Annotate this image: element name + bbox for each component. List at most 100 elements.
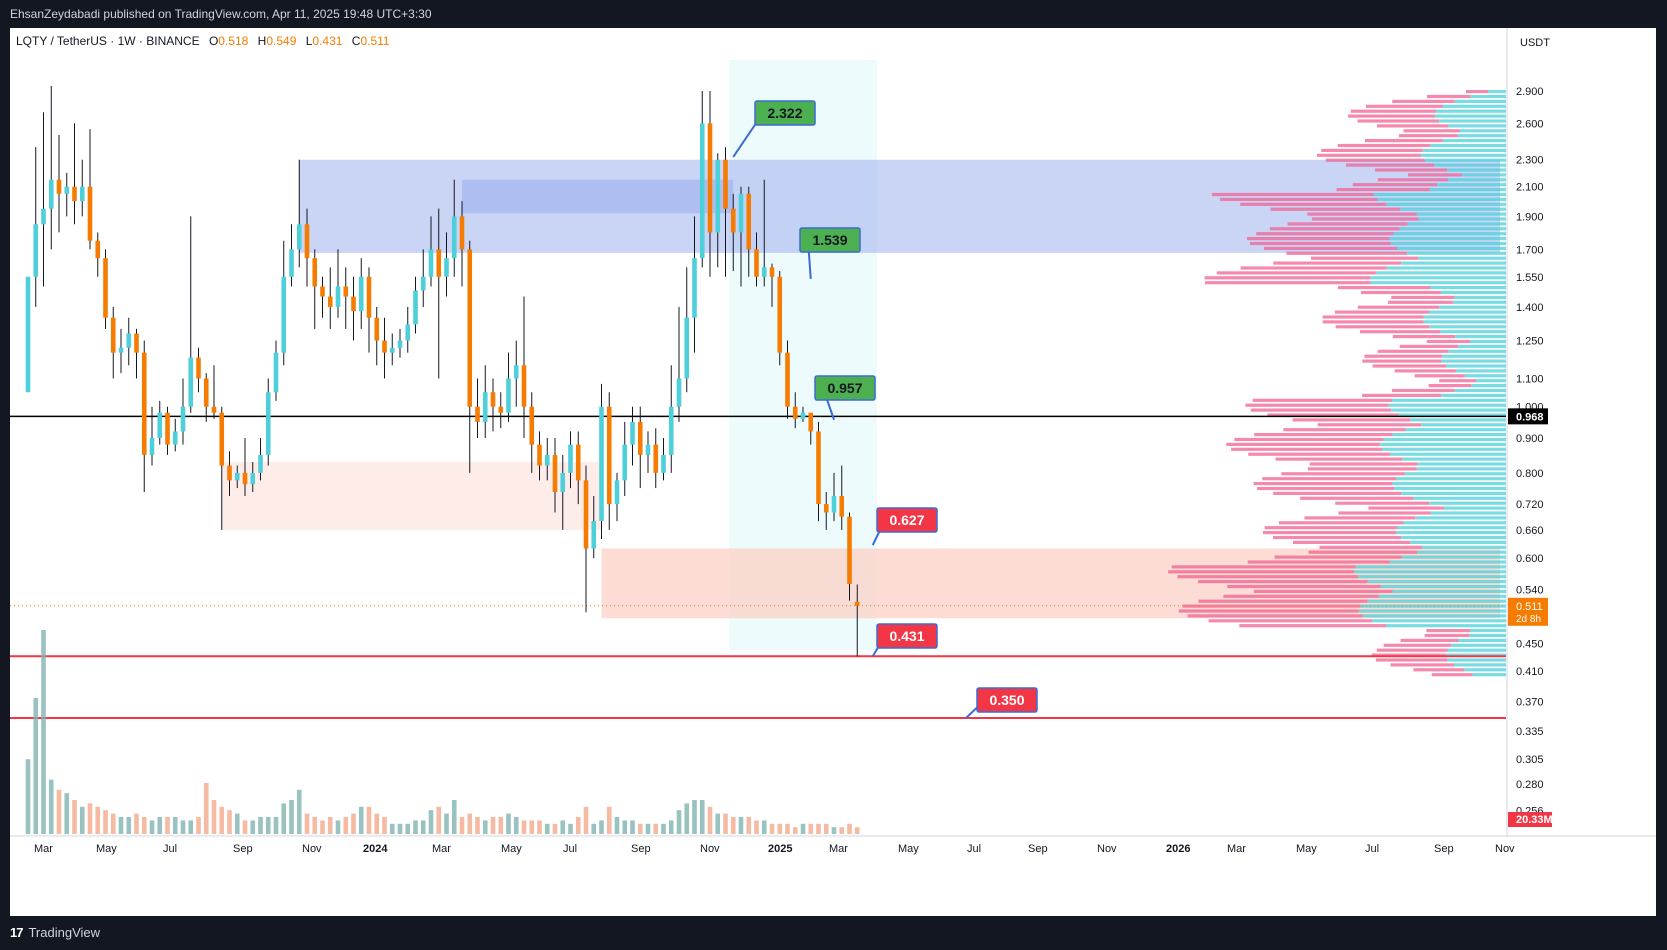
candle[interactable] bbox=[33, 224, 39, 277]
candle[interactable] bbox=[56, 179, 62, 194]
candle[interactable] bbox=[521, 365, 527, 407]
candle[interactable] bbox=[792, 406, 798, 419]
price-label-green[interactable] bbox=[814, 375, 876, 401]
candle[interactable] bbox=[475, 406, 480, 422]
candle[interactable] bbox=[358, 276, 364, 312]
candle[interactable] bbox=[405, 324, 411, 341]
candle[interactable] bbox=[847, 516, 852, 584]
candle[interactable] bbox=[707, 123, 713, 233]
candle[interactable] bbox=[715, 159, 721, 233]
candle[interactable] bbox=[544, 454, 550, 466]
candle[interactable] bbox=[196, 357, 201, 379]
candle[interactable] bbox=[467, 249, 473, 407]
candle[interactable] bbox=[645, 444, 651, 455]
candle[interactable] bbox=[250, 472, 256, 485]
candle[interactable] bbox=[389, 347, 395, 353]
candle[interactable] bbox=[482, 392, 488, 422]
candle[interactable] bbox=[258, 454, 263, 473]
price-label-red[interactable] bbox=[876, 507, 938, 533]
candle[interactable] bbox=[723, 159, 728, 209]
price-label-green[interactable] bbox=[754, 100, 816, 126]
candle[interactable] bbox=[25, 276, 31, 393]
candle[interactable] bbox=[118, 347, 124, 353]
candle[interactable] bbox=[575, 444, 581, 481]
symbol-name[interactable]: LQTY / TetherUS · 1W · BINANCE bbox=[16, 34, 200, 48]
candle[interactable] bbox=[568, 444, 573, 473]
candle[interactable] bbox=[668, 406, 674, 455]
candle[interactable] bbox=[134, 333, 139, 353]
candle[interactable] bbox=[157, 412, 163, 438]
candle[interactable] bbox=[141, 352, 147, 455]
price-label-red[interactable] bbox=[876, 623, 938, 649]
candle[interactable] bbox=[304, 224, 310, 259]
candle[interactable] bbox=[436, 249, 442, 277]
candle[interactable] bbox=[87, 186, 93, 241]
candle[interactable] bbox=[785, 352, 790, 407]
candle[interactable] bbox=[149, 437, 155, 455]
candle[interactable] bbox=[684, 317, 690, 379]
candle[interactable] bbox=[653, 444, 659, 473]
candle[interactable] bbox=[428, 249, 434, 277]
candle[interactable] bbox=[103, 258, 108, 318]
candle[interactable] bbox=[699, 123, 705, 259]
candle[interactable] bbox=[816, 431, 821, 505]
candle[interactable] bbox=[529, 406, 535, 445]
candle[interactable] bbox=[738, 193, 744, 233]
candle[interactable] bbox=[506, 378, 511, 413]
candle[interactable] bbox=[583, 480, 589, 549]
candle[interactable] bbox=[110, 317, 116, 353]
candle[interactable] bbox=[188, 357, 194, 407]
candle[interactable] bbox=[343, 286, 349, 297]
candle[interactable] bbox=[831, 495, 837, 513]
candle[interactable] bbox=[382, 340, 387, 353]
candle[interactable] bbox=[234, 472, 240, 481]
candle[interactable] bbox=[320, 286, 325, 297]
candle[interactable] bbox=[289, 249, 294, 277]
candle[interactable] bbox=[537, 444, 542, 466]
price-label-red[interactable] bbox=[976, 687, 1038, 713]
candle[interactable] bbox=[692, 258, 697, 318]
tradingview-logo-icon[interactable]: 17 bbox=[10, 925, 24, 940]
candle[interactable] bbox=[219, 412, 225, 466]
candle[interactable] bbox=[64, 186, 70, 194]
candle[interactable] bbox=[498, 406, 504, 413]
candle[interactable] bbox=[273, 352, 279, 393]
candle[interactable] bbox=[730, 208, 736, 233]
candle[interactable] bbox=[591, 521, 597, 549]
candle[interactable] bbox=[95, 240, 101, 259]
candle[interactable] bbox=[808, 412, 814, 432]
candle[interactable] bbox=[126, 333, 132, 348]
candle[interactable] bbox=[296, 224, 302, 250]
candle[interactable] bbox=[351, 296, 356, 312]
candle[interactable] bbox=[335, 286, 341, 307]
candle[interactable] bbox=[761, 267, 767, 277]
chart-frame[interactable]: 2.322 1.539 0.957 0.627 0.431 0.350 USDT 2.900 2… bbox=[10, 28, 1656, 916]
price-axis[interactable] bbox=[1507, 28, 1656, 916]
candle[interactable] bbox=[72, 186, 77, 202]
candle[interactable] bbox=[327, 296, 333, 307]
candle[interactable] bbox=[172, 431, 178, 445]
price-label-green[interactable] bbox=[799, 227, 861, 253]
chart-canvas[interactable]: 2.322 1.539 0.957 0.627 0.431 0.350 USDT 2.900 2… bbox=[10, 28, 1656, 916]
candle[interactable] bbox=[165, 412, 170, 445]
candle[interactable] bbox=[203, 378, 209, 407]
candle[interactable] bbox=[599, 406, 604, 522]
candle[interactable] bbox=[374, 317, 380, 341]
candle[interactable] bbox=[79, 186, 85, 202]
candle[interactable] bbox=[777, 276, 783, 353]
candle[interactable] bbox=[265, 392, 271, 455]
candle[interactable] bbox=[754, 249, 759, 277]
candle[interactable] bbox=[606, 406, 612, 505]
candle[interactable] bbox=[854, 601, 860, 606]
candle[interactable] bbox=[366, 276, 372, 318]
candle[interactable] bbox=[552, 454, 558, 493]
candle[interactable] bbox=[242, 472, 248, 485]
candle[interactable] bbox=[227, 465, 232, 481]
candle[interactable] bbox=[451, 216, 457, 259]
footer-brand[interactable]: TradingView bbox=[28, 925, 101, 940]
candle[interactable] bbox=[513, 365, 519, 379]
candle[interactable] bbox=[312, 258, 318, 287]
candle[interactable] bbox=[490, 392, 496, 407]
candle[interactable] bbox=[444, 258, 449, 277]
candle[interactable] bbox=[459, 216, 465, 250]
